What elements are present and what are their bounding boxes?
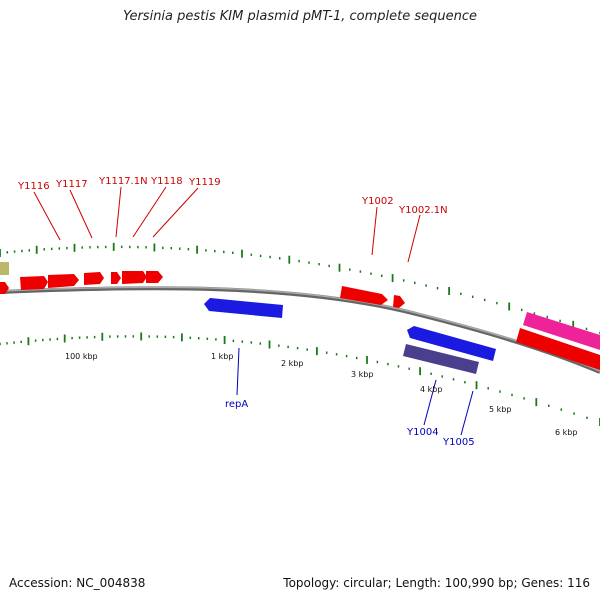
scale-label: 5 kbp [489,405,511,414]
gene-blue[interactable] [407,326,496,361]
scale-label: 1 kbp [211,352,233,361]
gene-arrow[interactable] [340,286,388,305]
gene-arrow[interactable] [122,271,147,284]
scale-label: 100 kbp [65,352,98,361]
topology-summary: Topology: circular; Length: 100,990 bp; … [283,576,590,590]
gene-arrow[interactable] [48,274,79,288]
gene-arrow[interactable] [20,276,48,290]
inner-tick-ring [0,332,600,426]
reverse-genes [204,298,496,374]
gene-arrow[interactable] [146,271,163,283]
gene-arrow[interactable] [0,282,9,294]
label-Y1119[interactable]: Y1119 [188,177,221,188]
accession-text: Accession: NC_004838 [9,576,146,590]
map-title: Yersinia pestis KIM plasmid pMT-1, compl… [122,9,478,24]
label-Y1004[interactable]: Y1004 [406,427,439,438]
label-Y1118[interactable]: Y1118 [150,176,183,187]
label-Y1005[interactable]: Y1005 [442,437,475,448]
outer-tick-ring [0,242,600,335]
scale-labels: 100 kbp 1 kbp 2 kbp 3 kbp 4 kbp 5 kbp 6 … [65,352,577,437]
forward-genes [0,262,600,370]
gene-arrow[interactable] [516,328,600,370]
label-Y1002-1N[interactable]: Y1002.1N [398,205,448,216]
forward-gene-labels: Y1116 Y1117 Y1117.1N Y1118 Y1119 Y1002 Y… [17,176,448,216]
gene-arrow[interactable] [111,272,121,284]
label-Y1117-1N[interactable]: Y1117.1N [98,176,148,187]
scale-label: 2 kbp [281,359,303,368]
label-Y1116[interactable]: Y1116 [17,181,50,192]
reverse-gene-labels: repA Y1004 Y1005 [225,399,475,448]
scale-label: 3 kbp [351,370,373,379]
label-Y1002[interactable]: Y1002 [361,196,394,207]
label-repA[interactable]: repA [225,399,248,410]
scale-label: 6 kbp [555,428,577,437]
label-leaders-forward [33,186,421,263]
gene-arrow[interactable] [84,272,104,285]
gene-magenta[interactable] [523,312,600,350]
gene-olive[interactable] [0,262,9,275]
gene-Y1005[interactable] [403,344,479,374]
scale-label: 4 kbp [420,385,442,394]
gene-arrow[interactable] [393,295,405,308]
label-Y1117[interactable]: Y1117 [55,179,88,190]
label-leaders-reverse [236,347,474,436]
gene-repA[interactable] [204,298,283,318]
